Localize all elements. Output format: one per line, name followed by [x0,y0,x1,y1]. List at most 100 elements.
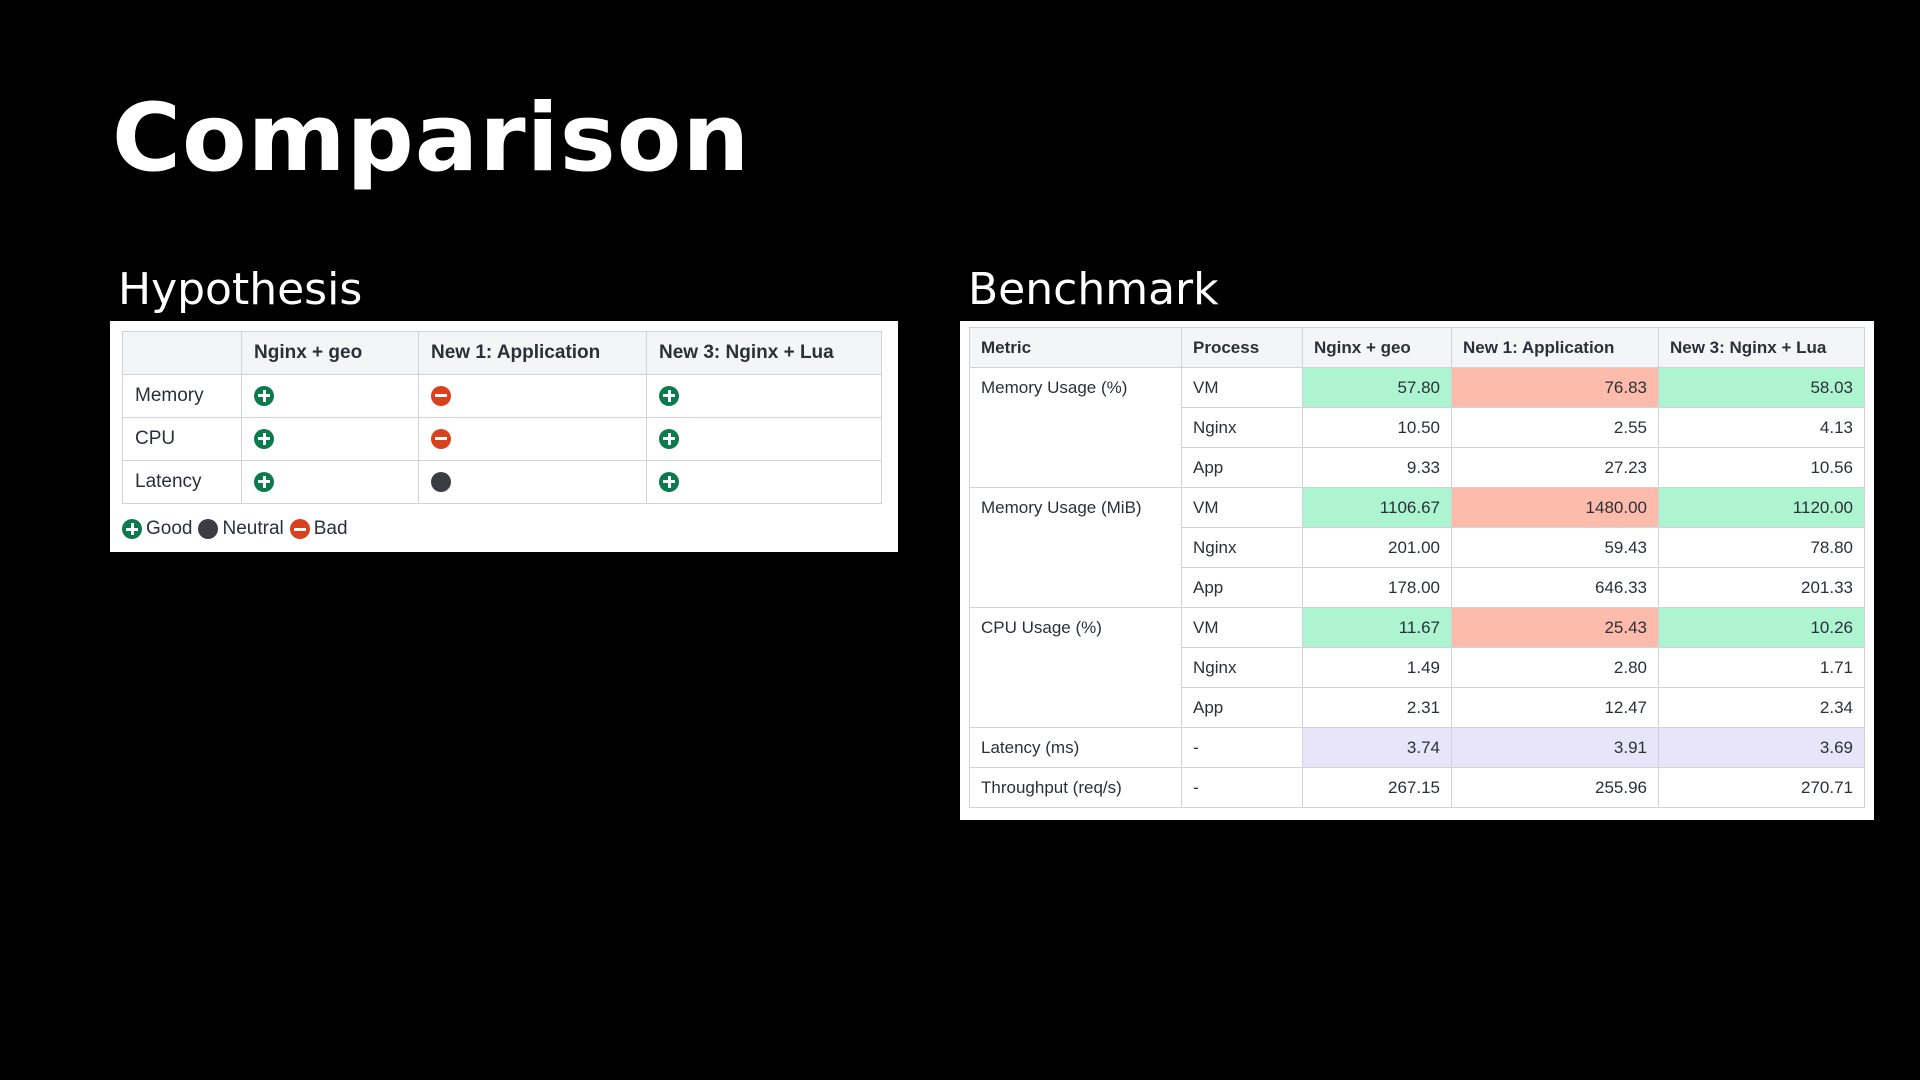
hypothesis-row-label: Latency [122,460,242,504]
process-cell: VM [1181,367,1303,408]
metric-cell: CPU Usage (%) [969,607,1182,728]
metric-cell: Latency (ms) [969,727,1182,768]
hypothesis-cell [418,417,647,461]
value-cell: 1120.00 [1658,487,1865,528]
value-cell: 2.80 [1451,647,1659,688]
hypothesis-header-cell: New 1: Application [418,331,647,375]
value-cell: 1.71 [1658,647,1865,688]
minus-circle-icon [431,385,451,406]
value-cell: 3.91 [1451,727,1659,768]
value-cell: 201.33 [1658,567,1865,608]
process-cell: App [1181,447,1303,488]
table-row: App 178.00 646.33 201.33 [970,567,1865,608]
process-cell: Nginx [1181,527,1303,568]
value-cell: 58.03 [1658,367,1865,408]
hypothesis-header-cell [122,331,242,375]
table-row: Nginx 10.50 2.55 4.13 [970,407,1865,448]
hypothesis-cell [418,374,647,418]
value-cell: 10.56 [1658,447,1865,488]
value-cell: 12.47 [1451,687,1659,728]
process-cell: - [1181,727,1303,768]
value-cell: 2.55 [1451,407,1659,448]
hypothesis-header-cell: New 3: Nginx + Lua [646,331,882,375]
metric-cell: Memory Usage (MiB) [969,487,1182,608]
value-cell: 25.43 [1451,607,1659,648]
value-cell: 9.33 [1302,447,1452,488]
plus-circle-icon [659,471,679,492]
value-cell: 201.00 [1302,527,1452,568]
value-cell: 4.13 [1658,407,1865,448]
dot-circle-icon [431,471,451,492]
minus-circle-icon [289,519,310,539]
hypothesis-row-label: Memory [122,374,242,418]
value-cell: 3.74 [1302,727,1452,768]
benchmark-header-cell: New 1: Application [1451,327,1659,368]
legend-neutral-label: Neutral [222,518,284,539]
benchmark-header-cell: Process [1181,327,1303,368]
benchmark-header-cell: Nginx + geo [1302,327,1452,368]
hypothesis-cell [241,417,419,461]
process-cell: Nginx [1181,407,1303,448]
plus-circle-icon [254,471,274,492]
legend-good-label: Good [146,518,193,539]
dot-circle-icon [198,519,219,539]
hypothesis-cell [646,374,882,418]
plus-circle-icon [659,428,679,449]
hypothesis-cell [418,460,647,504]
hypothesis-panel: Nginx + geo New 1: Application New 3: Ng… [110,321,898,552]
table-row: Nginx 201.00 59.43 78.80 [970,527,1865,568]
metric-cell: Memory Usage (%) [969,367,1182,488]
value-cell: 57.80 [1302,367,1452,408]
process-cell: - [1181,767,1303,808]
value-cell: 270.71 [1658,767,1865,808]
value-cell: 178.00 [1302,567,1452,608]
hypothesis-table: Nginx + geo New 1: Application New 3: Ng… [122,331,882,504]
hypothesis-header-row: Nginx + geo New 1: Application New 3: Ng… [122,331,882,375]
value-cell: 646.33 [1451,567,1659,608]
plus-circle-icon [659,385,679,406]
hypothesis-cell [241,460,419,504]
table-row: Latency (ms) -3.74 3.91 3.69 [969,727,1865,768]
value-cell: 10.50 [1302,407,1452,448]
table-row: Memory Usage (%) VM 57.80 76.83 58.03 [969,367,1865,488]
legend-neutral: Neutral [198,518,284,540]
benchmark-header-row: Metric Process Nginx + geo New 1: Applic… [969,327,1865,368]
benchmark-table: Metric Process Nginx + geo New 1: Applic… [969,327,1865,808]
table-row: CPU Usage (%) VM 11.67 25.43 10.26 [969,607,1865,728]
benchmark-header-cell: Metric [969,327,1182,368]
hypothesis-title: Hypothesis [118,264,363,315]
plus-circle-icon [122,519,142,539]
benchmark-panel: Metric Process Nginx + geo New 1: Applic… [960,321,1874,820]
benchmark-header-cell: New 3: Nginx + Lua [1658,327,1865,368]
process-cell: App [1181,687,1303,728]
legend-bad-label: Bad [313,518,348,539]
hypothesis-cell [241,374,419,418]
value-cell: 3.69 [1658,727,1865,768]
value-cell: 10.26 [1658,607,1865,648]
value-cell: 11.67 [1302,607,1452,648]
hypothesis-cell [646,417,882,461]
value-cell: 267.15 [1302,767,1452,808]
table-row: Throughput (req/s) -267.15 255.96 270.71 [969,767,1865,808]
plus-circle-icon [254,385,274,406]
value-cell: 1106.67 [1302,487,1452,528]
value-cell: 2.31 [1302,687,1452,728]
process-cell: App [1181,567,1303,608]
plus-circle-icon [254,428,274,449]
slide-title: Comparison [112,84,751,193]
table-row: App 2.31 12.47 2.34 [970,687,1865,728]
value-cell: 27.23 [1451,447,1659,488]
process-cell: VM [1181,487,1303,528]
hypothesis-cell [646,460,882,504]
hypothesis-row-label: CPU [122,417,242,461]
process-cell: Nginx [1181,647,1303,688]
benchmark-title: Benchmark [968,264,1219,315]
value-cell: 1480.00 [1451,487,1659,528]
value-cell: 1.49 [1302,647,1452,688]
legend-bad: Bad [289,518,348,540]
value-cell: 78.80 [1658,527,1865,568]
minus-circle-icon [431,428,451,449]
hypothesis-row: CPU [122,417,882,461]
table-row: App 9.33 27.23 10.56 [970,447,1865,488]
hypothesis-row: Memory [122,374,882,418]
